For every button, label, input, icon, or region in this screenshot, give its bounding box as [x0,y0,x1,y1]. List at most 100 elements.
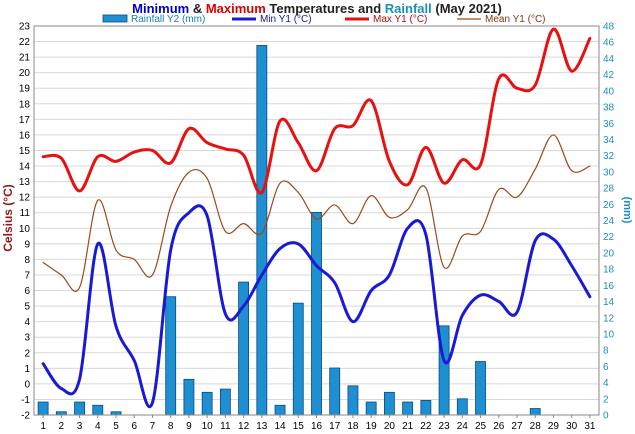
title-minimum: Minimum [132,1,189,16]
right-tick-label: 28 [603,184,615,195]
legend-label: Max Y1 (°C) [373,14,427,25]
right-tick-label: 20 [603,248,615,259]
rainfall-bar [274,404,286,416]
x-tick-label: 1 [40,421,46,432]
x-tick-label: 7 [150,421,156,432]
x-tick-label: 24 [457,421,469,432]
x-tick-label: 30 [566,421,578,432]
rainfall-bar [37,401,49,416]
left-tick-label: 13 [19,177,31,188]
x-tick-label: 16 [311,421,323,432]
x-tick-label: 31 [584,421,596,432]
left-tick-label: 19 [19,84,31,95]
legend-label: Mean Y1 (°C) [485,14,546,25]
right-tick-label: 30 [603,167,615,178]
rainfall-bar [383,391,395,416]
rainfall-bar [201,391,213,416]
legend-swatch-rainfall [102,14,128,23]
right-axis-label: (mm) [621,197,633,224]
left-axis-label: Celsius (°C) [1,184,15,251]
left-tick-label: 14 [19,162,31,173]
x-tick-label: 15 [293,421,305,432]
right-tick-label: 40 [603,86,615,97]
left-tick-label: 5 [24,302,30,313]
left-tick-label: 21 [19,53,31,64]
right-tick-label: 22 [603,232,615,243]
temperature-lines [41,27,592,408]
rainfall-bars [37,45,541,416]
left-tick-label: 9 [24,239,30,250]
left-tick-label: -2 [21,411,30,422]
rainfall-bar [74,401,85,416]
right-tick-label: 18 [603,265,615,276]
x-tick-label: 8 [168,421,174,432]
right-tick-label: 12 [603,313,615,324]
x-tick-label: 17 [329,421,341,432]
left-tick-label: 16 [19,130,31,141]
left-tick-label: 11 [20,208,31,219]
x-tick-label: 20 [384,421,396,432]
rainfall-bar [475,361,486,416]
x-tick-label: 9 [186,421,192,432]
rainfall-bar [256,45,268,416]
x-tick-label: 3 [77,421,83,432]
right-tick-label: 2 [603,394,609,405]
legend-label: Min Y1 (°C) [260,14,312,25]
legend-label: Rainfall Y2 (mm) [131,14,205,25]
left-tick-label: 1 [24,364,30,375]
rainfall-bar [529,408,541,416]
x-tick-label: 19 [366,421,378,432]
rainfall-bar [219,388,231,416]
title-temperatures: Temperatures and [266,1,385,16]
x-tick-label: 22 [420,421,432,432]
x-tick-label: 6 [131,421,137,432]
left-tick-label: 0 [24,379,30,390]
x-tick-label: 25 [475,421,487,432]
x-tick-label: 2 [59,421,65,432]
right-tick-label: 42 [603,70,615,81]
right-tick-label: 32 [603,151,615,162]
right-tick-label: 46 [603,38,615,49]
right-tick-label: 44 [603,54,615,65]
x-tick-label: 27 [511,421,523,432]
right-axis-ticks: 0246810121416182022242628303234363840424… [603,22,615,422]
left-tick-label: 8 [24,255,30,266]
chart-title: Minimum & Maximum Temperatures and Rainf… [132,1,502,16]
left-tick-label: 3 [24,333,30,344]
x-tick-label: 14 [274,421,286,432]
right-tick-label: 38 [603,103,615,114]
rainfall-bar [165,296,177,416]
left-tick-label: 12 [19,193,31,204]
x-tick-label: 28 [530,421,542,432]
right-tick-label: 4 [603,378,609,389]
x-tick-label: 18 [347,421,359,432]
left-tick-label: 20 [19,68,31,79]
rainfall-bar [329,367,341,416]
left-tick-label: -1 [21,395,30,406]
x-tick-label: 23 [439,421,451,432]
x-tick-label: 12 [238,421,250,432]
rainfall-bar [311,211,322,416]
right-tick-label: 14 [603,297,615,308]
x-tick-label: 10 [202,421,214,432]
right-tick-label: 8 [603,346,609,357]
min-temperature-line [41,204,592,408]
x-tick-label: 4 [95,421,101,432]
right-tick-label: 24 [603,216,615,227]
rainfall-bar [365,401,377,416]
right-tick-label: 6 [603,362,609,373]
rainfall-bar [92,404,104,416]
x-tick-label: 26 [493,421,505,432]
left-tick-label: 4 [24,317,30,328]
x-tick-label: 21 [402,421,414,432]
x-tick-label: 13 [256,421,268,432]
right-tick-label: 34 [603,135,615,146]
right-tick-label: 26 [603,200,615,211]
legend: Rainfall Y2 (mm) Min Y1 (°C) Max Y1 (°C) Me… [102,14,546,25]
x-tick-label: 5 [113,421,119,432]
title-period: (May 2021) [432,1,502,16]
left-tick-label: 2 [24,348,30,359]
x-axis-ticks: 1 2 3 4 5 6 7 8 9 10 11 12 13 14 15 16 17 18 19 20 21 22 23 24 2… [40,415,596,432]
max-temperature-line [41,27,592,195]
